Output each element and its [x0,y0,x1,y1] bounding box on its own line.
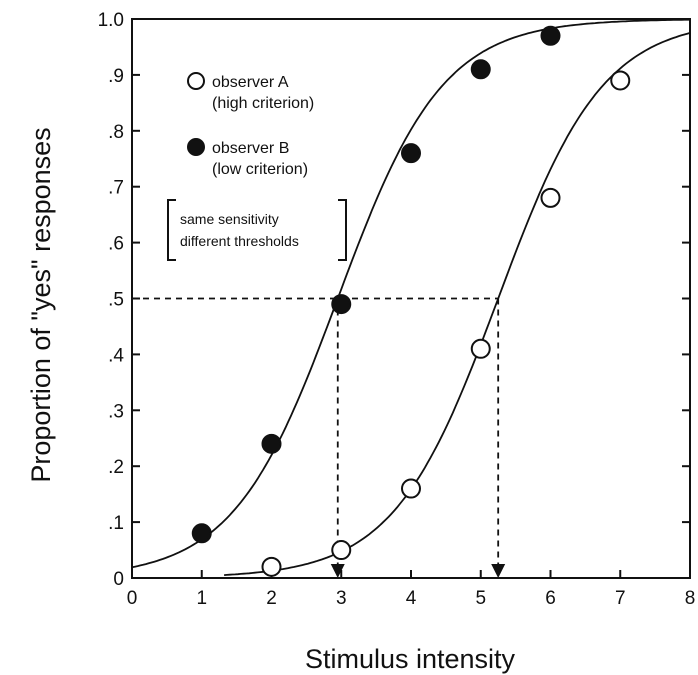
x-tick-label: 4 [406,588,417,609]
y-tick-label: .8 [108,122,124,143]
annotation-line-2: different thresholds [180,233,299,249]
observer-a-point [470,338,491,359]
annotation-line-1: same sensitivity [180,211,279,227]
legend-marker-observer-b [187,138,205,156]
observer-a-point [610,70,631,91]
y-tick-label: .7 [108,178,124,199]
observer-a-point [261,556,282,577]
fitted-curve-observer-a [224,32,691,576]
x-axis-title: Stimulus intensity [305,644,516,674]
legend-sublabel-observer-b: (low criterion) [212,161,308,178]
annotation-right-bracket [338,199,347,261]
x-tick-label: 2 [266,588,277,609]
annotation-box: same sensitivity different thresholds [167,199,347,261]
observer-b-point [191,523,212,544]
x-tick-label: 0 [127,588,138,609]
observer-b-point [470,59,491,80]
data-points [191,25,631,577]
y-tick-label: .2 [108,457,124,478]
y-tick-label: .9 [108,66,124,87]
legend-label-observer-a: observer A [212,74,289,91]
x-tick-label: 1 [196,588,207,609]
observer-a-point [540,187,561,208]
y-tick-label: .6 [108,234,124,255]
x-tick-label: 5 [475,588,486,609]
threshold-arrow [491,564,506,578]
observer-a-point [401,478,421,499]
observer-b-point [401,143,421,164]
legend-sublabel-observer-a: (high criterion) [212,95,314,112]
observer-b-point [261,433,282,454]
y-tick-label: .3 [108,401,124,422]
legend-label-observer-b: observer B [212,140,289,157]
annotation-left-bracket [167,199,176,261]
x-tick-label: 7 [615,588,626,609]
fitted-curve-observer-b [131,18,690,569]
y-tick-label: 0 [113,569,124,590]
y-tick-label: .4 [108,345,124,366]
x-tick-label: 6 [545,588,556,609]
y-tick-label: .5 [108,290,124,311]
legend: observer A (high criterion) observer B (… [187,72,314,178]
y-axis-title: Proportion of "yes" responses [26,127,56,482]
observer-b-point [540,25,561,46]
chart-ticks: 0 1 2 3 4 5 6 7 8 0 .1 .2 .3 .4 .5 .6 .7 .8 .9 1.0 [98,10,696,609]
threshold-guides [132,297,506,578]
observer-a-point [331,540,352,561]
threshold-arrow [330,564,345,578]
x-tick-label: 8 [685,588,696,609]
y-tick-label: .1 [108,513,124,534]
observer-b-point [331,294,352,315]
legend-marker-observer-a [187,72,205,90]
x-tick-label: 3 [336,588,347,609]
y-tick-label: 1.0 [98,10,124,31]
